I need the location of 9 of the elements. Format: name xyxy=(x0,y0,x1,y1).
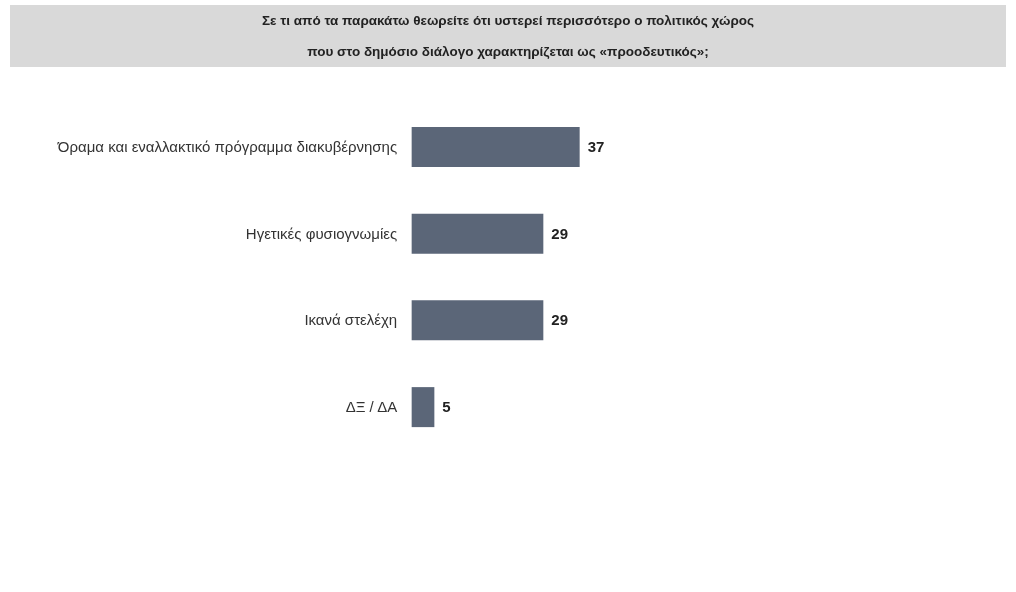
y-tick-label: Ικανά στελέχη xyxy=(304,311,398,329)
data-label: 29 xyxy=(551,224,569,242)
data-label: 5 xyxy=(442,398,451,416)
data-label: 29 xyxy=(551,311,569,329)
y-tick-label: ΔΞ / ΔΑ xyxy=(345,398,398,416)
data-label: 37 xyxy=(587,137,605,155)
y-tick-label: Όραμα και εναλλακτικό πρόγραμμα διακυβέρνησης xyxy=(56,137,398,155)
chart-title: Σε τι από τα παρακάτω θεωρείτε ότι υστερεί περισσότερο ο πολιτικός χώρος που στο δημόσιο διάλογο χαρακτηρίζεται ως «προοδευτικός»; xyxy=(261,12,755,59)
y-tick-label: Ηγετικές φυσιογνωμίες xyxy=(245,224,398,242)
